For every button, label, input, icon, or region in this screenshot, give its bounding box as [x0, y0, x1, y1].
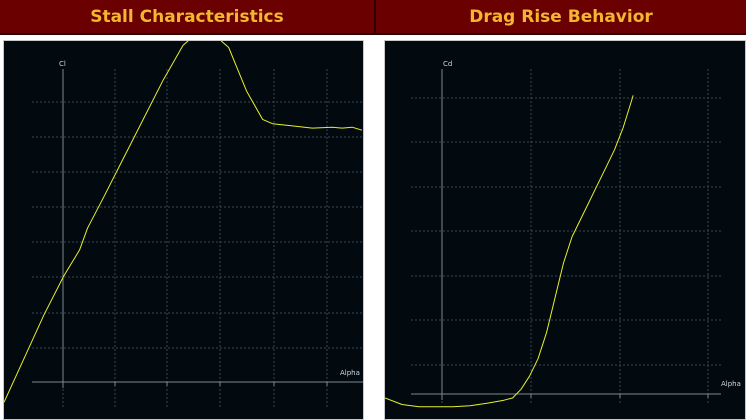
- stall-chart-panel: Cl Alpha: [3, 40, 364, 420]
- drag-chart-panel: Cd Alpha: [384, 40, 746, 420]
- stall-series-line-0: [4, 41, 363, 403]
- stall-characteristics-title: Stall Characteristics: [0, 0, 374, 35]
- stall-y-axis-label: Cl: [59, 60, 66, 68]
- stall-x-axis-label: Alpha: [340, 369, 360, 377]
- drag-chart: [385, 69, 721, 408]
- header-divider: [374, 0, 376, 35]
- drag-series-line-0: [385, 95, 634, 408]
- drag-rise-behavior-title: Drag Rise Behavior: [376, 0, 746, 35]
- stall-chart: [4, 41, 363, 409]
- drag-x-axis-label: Alpha: [721, 380, 741, 388]
- drag-y-axis-label: Cd: [443, 60, 453, 68]
